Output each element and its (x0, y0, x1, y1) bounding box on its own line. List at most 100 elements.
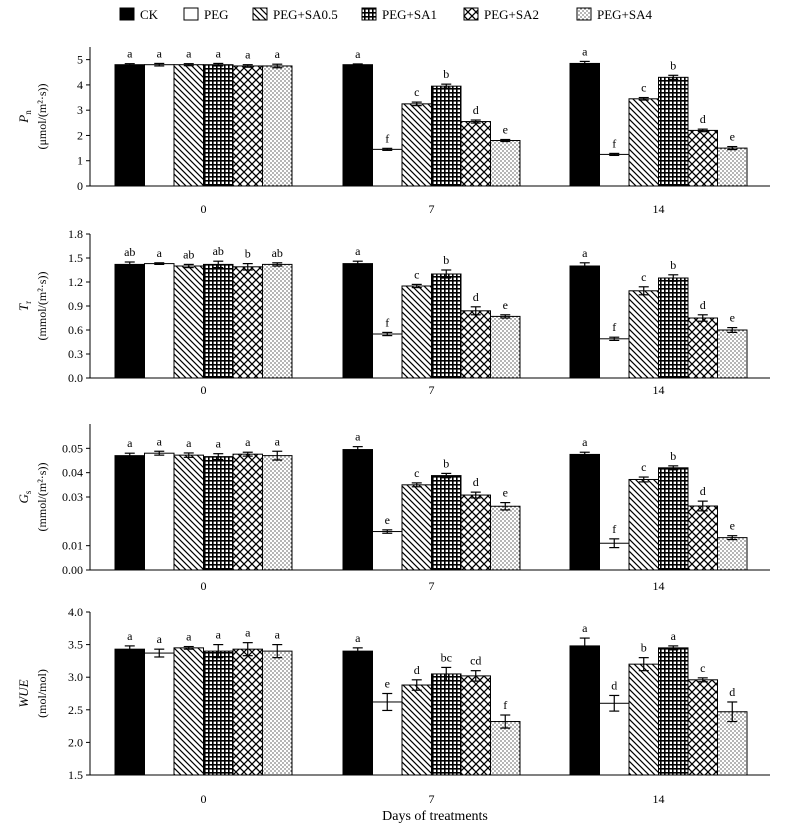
bar (203, 263, 234, 379)
bar (687, 505, 718, 571)
significance-letter: ab (124, 245, 135, 259)
significance-letter: d (700, 484, 706, 498)
significance-letter: c (414, 267, 419, 281)
x-category-label: 14 (653, 383, 665, 397)
legend: CK PEG PEG+SA0.5 PEG+SA1 PEG+SA2 PEG+SA4 (119, 7, 653, 22)
significance-letter: b (670, 449, 676, 463)
significance-letter: e (730, 130, 735, 144)
legend-item-peg-sa4: PEG+SA4 (576, 7, 653, 22)
significance-letter: bc (441, 650, 452, 664)
y-tick-label: 4 (77, 78, 83, 92)
bar (658, 277, 689, 379)
bar (401, 684, 432, 776)
bar (173, 64, 204, 187)
significance-letter: b (443, 253, 449, 267)
significance-letter: a (245, 48, 251, 62)
y-axis-unit: (mmol/(m²·s)) (35, 272, 49, 341)
significance-letter: c (414, 85, 419, 99)
bar (342, 650, 373, 776)
bar (717, 329, 748, 379)
y-tick-label: 3 (77, 103, 83, 117)
bar (372, 148, 403, 187)
y-tick-label: 0.9 (68, 299, 83, 313)
significance-letter: d (473, 103, 479, 117)
bar (144, 452, 175, 571)
bar (658, 76, 689, 187)
bar (401, 285, 432, 379)
significance-letter: f (385, 315, 389, 329)
bar (628, 663, 659, 776)
significance-letter: f (612, 522, 616, 536)
panels: 0 1 2 3 4 5 Pn (μmol/(m²·s)) a a a a a a 0 a f c b d e 7 a f c b d… (16, 44, 770, 806)
bar (144, 64, 175, 187)
y-tick-label: 2.5 (68, 703, 83, 717)
significance-letter: e (730, 519, 735, 533)
significance-letter: a (355, 244, 361, 258)
bar (490, 315, 521, 379)
significance-letter: d (700, 298, 706, 312)
significance-letter: d (611, 678, 617, 692)
significance-letter: d (729, 685, 735, 699)
significance-letter: e (503, 486, 508, 500)
x-category-label: 14 (653, 792, 665, 806)
y-axis-unit: (μmol/(m²·s)) (35, 83, 49, 149)
legend-label-peg: PEG (204, 7, 229, 22)
y-tick-label: 1.5 (68, 768, 83, 782)
significance-letter: a (275, 47, 281, 61)
y-tick-label: 3.0 (68, 670, 83, 684)
y-tick-label: 0.3 (68, 347, 83, 361)
bar (490, 721, 521, 776)
significance-letter: a (216, 437, 222, 451)
bar (232, 453, 263, 571)
significance-letter: a (355, 430, 361, 444)
bar (342, 64, 373, 187)
bar (431, 273, 462, 379)
bar (569, 645, 600, 776)
significance-letter: a (216, 628, 222, 642)
significance-letter: a (127, 47, 133, 61)
bar (460, 675, 491, 776)
bar (232, 65, 263, 187)
legend-item-peg-sa1: PEG+SA1 (361, 7, 437, 22)
y-tick-label: 0.05 (62, 441, 83, 455)
y-tick-label: 0.01 (62, 539, 83, 553)
bar (431, 475, 462, 571)
bar (114, 64, 145, 187)
x-category-label: 0 (201, 202, 207, 216)
significance-letter: e (385, 677, 390, 691)
y-axis-unit: (mol/mol) (35, 669, 49, 718)
significance-letter: f (612, 136, 616, 150)
bar (144, 263, 175, 379)
legend-item-peg-sa05: PEG+SA0.5 (252, 7, 338, 22)
bar (569, 265, 600, 379)
x-category-label: 7 (429, 383, 435, 397)
y-tick-label: 2.0 (68, 735, 83, 749)
bar (114, 648, 145, 776)
significance-letter: d (700, 112, 706, 126)
bar (599, 338, 630, 379)
significance-letter: e (503, 298, 508, 312)
bar (173, 454, 204, 571)
significance-letter: a (582, 435, 588, 449)
chart-panel-3: 1.5 2.0 2.5 3.0 3.5 4.0 WUE (mol/mol) a a a a a a 0 a e d… (16, 605, 770, 806)
chart-panel-2: 0.00 0.01 0.03 0.04 0.05 Gs (mmol/(m²·s)) a a a a a… (16, 424, 770, 593)
x-category-label: 7 (429, 202, 435, 216)
significance-letter: a (582, 621, 588, 635)
y-axis-unit: (mmol/(m²·s)) (35, 463, 49, 532)
bar (717, 537, 748, 571)
significance-letter: d (473, 475, 479, 489)
significance-letter: a (157, 46, 163, 60)
bar (342, 263, 373, 379)
bar (658, 467, 689, 571)
significance-letter: b (641, 641, 647, 655)
significance-letter: a (275, 628, 281, 642)
significance-letter: cd (470, 654, 481, 668)
y-axis-symbol: WUE (16, 679, 31, 707)
bar (569, 453, 600, 571)
bar (431, 85, 462, 187)
x-category-label: 7 (429, 792, 435, 806)
legend-label-peg-sa4: PEG+SA4 (597, 7, 653, 22)
significance-letter: e (385, 513, 390, 527)
significance-letter: a (582, 44, 588, 58)
